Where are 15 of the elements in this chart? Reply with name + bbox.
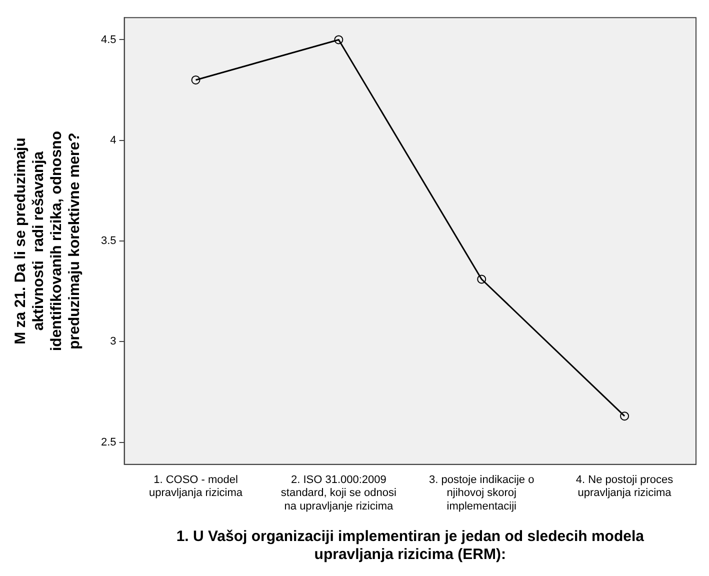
x-tick-label: 3. postoje indikacije o njihovoj skoroj implementaciji [429, 474, 534, 512]
y-axis-title: M za 21. Da li se preduzimaju aktivnosti radi rešavanja identifikovanih rizika, odnosno preduzimaju korektivne mere? [12, 130, 84, 352]
y-tick-label: 3 [110, 336, 116, 348]
y-tick-label: 2.5 [100, 436, 116, 448]
x-tick-label: 1. COSO - model upravljanja rizicima [148, 474, 244, 500]
x-tick-label: 2. ISO 31.000:2009 standard, koji se odnosi na upravljanje rizicima [280, 474, 396, 512]
y-tick-label: 4 [110, 134, 116, 146]
x-axis-title: 1. U Vašoj organizaciji implementiran je jedan od sledecih modela upravljanja rizicima (ERM): [176, 528, 645, 564]
y-tick-label: 4.5 [100, 34, 116, 46]
x-tick-label: 4. Ne postoji proces upravljanja rizicima [576, 474, 674, 500]
point [191, 75, 200, 84]
y-tick-label: 3.5 [100, 235, 116, 248]
point [334, 35, 344, 44]
point [620, 412, 630, 421]
point [477, 274, 486, 284]
